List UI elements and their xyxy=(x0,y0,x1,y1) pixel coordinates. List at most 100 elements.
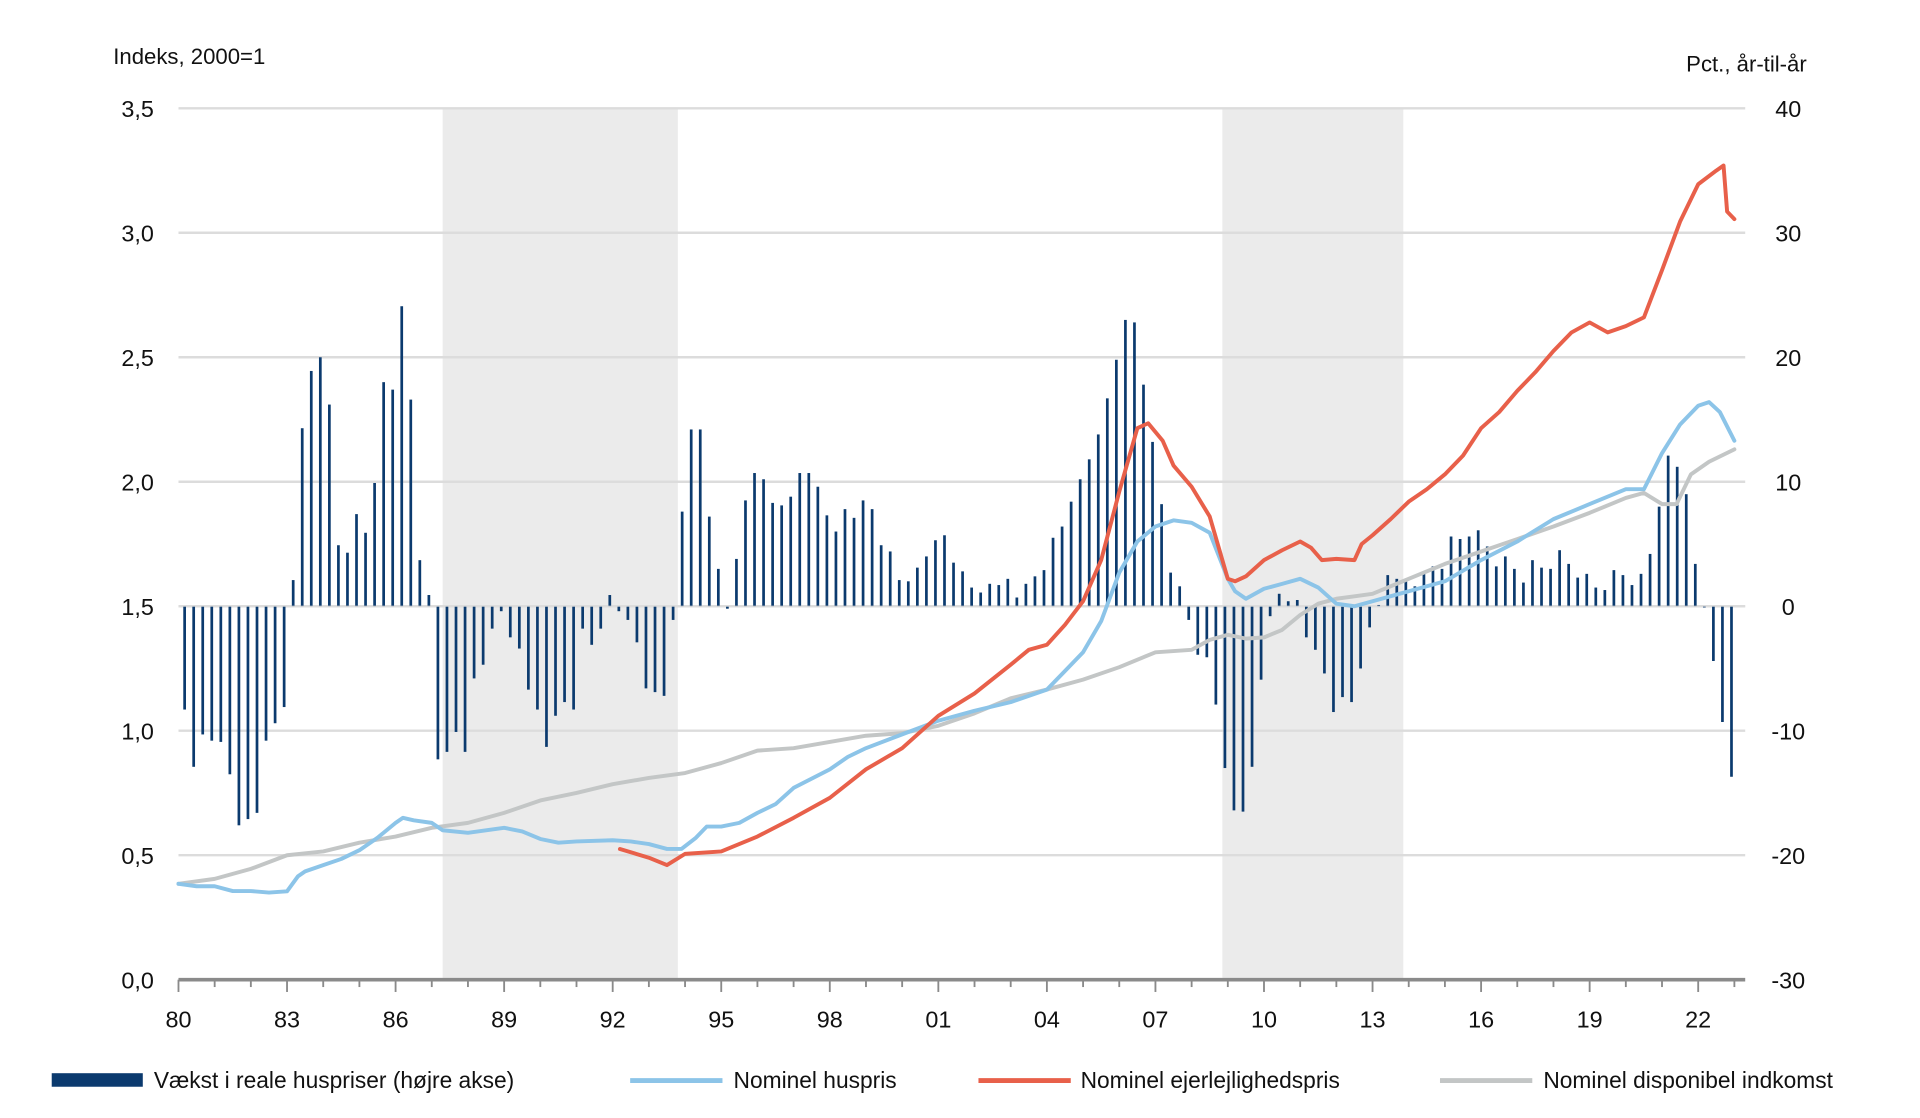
bar xyxy=(798,473,802,607)
left-tick-label: 2,5 xyxy=(121,345,154,371)
bar xyxy=(346,552,349,607)
x-tick-label: 80 xyxy=(165,1007,191,1033)
bar xyxy=(1232,606,1236,811)
bar xyxy=(545,606,548,747)
bar xyxy=(1042,570,1046,607)
x-axis: 80 83 86 89 92 95 98 01 04 07 10 13 16 19 22 xyxy=(165,977,1746,1033)
bar xyxy=(1024,583,1028,607)
bar xyxy=(590,606,594,645)
legend-item-disponibel-indkomst: Nominel disponibel indkomst xyxy=(1439,1067,1834,1093)
bar xyxy=(1549,568,1552,607)
bar xyxy=(1576,577,1580,607)
right-tick-label: 40 xyxy=(1775,96,1801,122)
bar xyxy=(1730,606,1733,777)
bar xyxy=(490,606,494,629)
x-tick-label: 19 xyxy=(1577,1007,1603,1033)
bar xyxy=(1304,606,1308,638)
bar xyxy=(264,606,268,741)
bar xyxy=(608,595,612,607)
bar-series-real-house-price-growth xyxy=(178,306,1746,826)
bar xyxy=(554,606,557,716)
bar xyxy=(870,509,874,607)
bar xyxy=(852,517,856,607)
bar xyxy=(237,606,241,826)
bar xyxy=(409,399,413,607)
bar xyxy=(1323,606,1326,674)
recession-band xyxy=(442,108,678,980)
bar xyxy=(400,306,404,607)
left-axis-ticks: 0,0 0,5 1,0 1,5 2,0 2,5 3,0 3,5 xyxy=(121,96,154,993)
line-nominel-ejerlejlighedspris xyxy=(617,163,1737,868)
bar xyxy=(1096,434,1100,607)
bar xyxy=(762,479,765,607)
bar xyxy=(508,606,512,638)
left-tick-label: 1,5 xyxy=(121,594,154,620)
bar xyxy=(988,583,992,607)
bar xyxy=(1368,606,1372,628)
bar xyxy=(1160,504,1163,607)
bar xyxy=(418,560,422,607)
bar xyxy=(1422,572,1426,607)
bar xyxy=(979,592,983,607)
bar xyxy=(373,482,376,607)
x-tick-label: 01 xyxy=(925,1007,951,1033)
bar xyxy=(1359,606,1362,669)
bar xyxy=(1241,606,1245,812)
legend-swatch-bars xyxy=(51,1073,143,1087)
bar xyxy=(825,515,829,607)
right-tick-label: 20 xyxy=(1775,345,1801,371)
bar xyxy=(997,585,1001,607)
x-tick-label: 98 xyxy=(817,1007,843,1033)
bar xyxy=(1214,606,1218,705)
right-axis-title: Pct., år-til-år xyxy=(1686,51,1807,76)
bar xyxy=(1169,572,1172,607)
bar xyxy=(1142,384,1145,607)
bar xyxy=(1449,536,1453,607)
bar xyxy=(744,500,747,607)
bar xyxy=(355,514,358,607)
bar xyxy=(1639,573,1643,607)
bar xyxy=(1684,494,1688,607)
bar xyxy=(1006,578,1010,607)
bar xyxy=(961,571,964,607)
bar xyxy=(1712,606,1715,661)
bar xyxy=(662,606,666,696)
bar xyxy=(1277,593,1281,607)
bar xyxy=(572,606,575,710)
bar xyxy=(291,580,295,607)
bar xyxy=(1503,556,1507,607)
bar xyxy=(707,516,711,607)
bar xyxy=(210,606,214,741)
x-tick-label: 22 xyxy=(1685,1007,1711,1033)
bar xyxy=(382,382,385,607)
bar xyxy=(906,581,910,607)
bar xyxy=(472,606,476,679)
bar xyxy=(1187,606,1191,620)
bar xyxy=(1069,501,1073,607)
left-tick-label: 3,5 xyxy=(121,96,154,122)
bar xyxy=(934,540,937,607)
bar xyxy=(481,606,485,665)
legend-label: Nominel ejerlejlighedspris xyxy=(1081,1067,1340,1093)
bar xyxy=(391,389,395,607)
bar xyxy=(282,606,286,708)
bar xyxy=(445,606,449,752)
bar xyxy=(1594,587,1598,607)
bar xyxy=(635,606,639,643)
right-tick-label: 30 xyxy=(1775,220,1801,246)
bar xyxy=(1178,586,1182,607)
bar xyxy=(246,606,250,820)
left-tick-label: 0,0 xyxy=(121,967,154,993)
bar xyxy=(925,556,928,607)
left-axis-title: Indeks, 2000=1 xyxy=(113,44,265,69)
bar xyxy=(201,606,205,735)
bar xyxy=(581,606,585,629)
x-tick-label: 13 xyxy=(1360,1007,1386,1033)
bar xyxy=(780,505,784,607)
bar xyxy=(183,606,186,710)
bar xyxy=(1341,606,1344,698)
bar xyxy=(1648,553,1652,607)
bar xyxy=(952,562,955,607)
bar xyxy=(255,606,259,813)
bar xyxy=(192,606,196,767)
